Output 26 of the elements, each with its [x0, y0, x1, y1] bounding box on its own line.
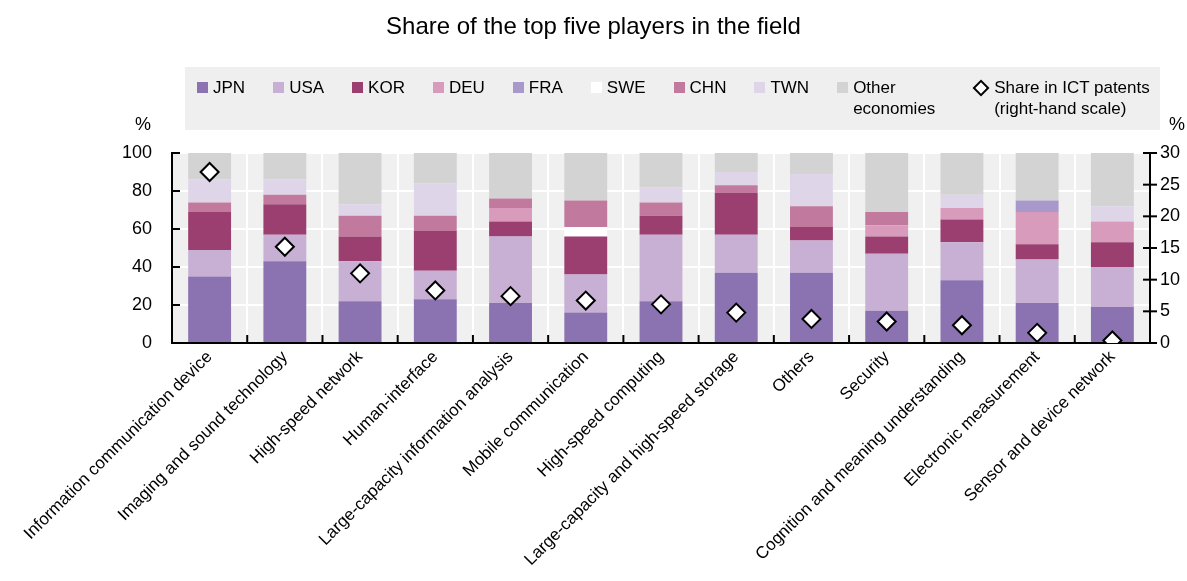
y-tick-label: 20 — [131, 293, 152, 314]
legend-label: Other economies — [853, 77, 937, 119]
legend-label: TWN — [770, 77, 810, 98]
y-tick-label: 100 — [121, 141, 152, 162]
y-axis-title: % — [134, 113, 152, 134]
y2-axis-title: % — [1168, 113, 1186, 134]
legend-label: Share in ICT patents (right-hand scale) — [994, 77, 1151, 119]
legend-label: USA — [289, 77, 325, 98]
y2-tick-label: 30 — [1160, 141, 1181, 162]
legend-label: DEU — [448, 77, 485, 98]
y2-tick-label: 10 — [1160, 268, 1181, 289]
y2-tick-label: 15 — [1160, 236, 1181, 257]
legend-label: FRA — [528, 77, 563, 98]
legend-label: CHN — [689, 77, 727, 98]
legend-label: KOR — [368, 77, 405, 98]
chart-title: Share of the top five players in the field — [385, 11, 802, 41]
y2-tick-label: 0 — [1160, 331, 1171, 352]
y2-tick-label: 5 — [1160, 300, 1171, 321]
y-tick-label: 40 — [131, 255, 152, 276]
legend-label: JPN — [213, 77, 246, 98]
y-tick-label: 0 — [141, 331, 152, 352]
legend-label: SWE — [606, 77, 646, 98]
y2-tick-label: 25 — [1160, 173, 1181, 194]
y-tick-label: 80 — [131, 179, 152, 200]
y2-tick-label: 20 — [1160, 205, 1181, 226]
y-tick-label: 60 — [131, 217, 152, 238]
